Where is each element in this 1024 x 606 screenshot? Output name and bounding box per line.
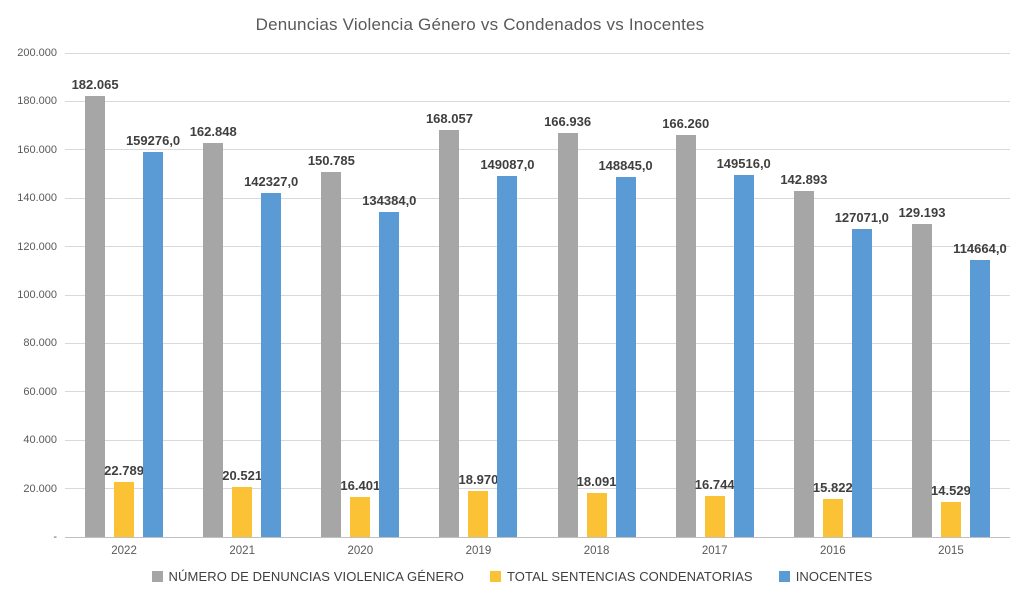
gridline	[65, 246, 1010, 248]
x-axis-label: 2022	[111, 545, 137, 557]
data-label-denuncias: 129.193	[898, 205, 946, 221]
data-label-condenatorias: 15.822	[812, 479, 853, 495]
bar-inocentes	[733, 175, 754, 537]
y-axis-tick-label: 60.000	[23, 385, 57, 398]
data-label-denuncias: 166.260	[662, 115, 710, 131]
data-label-inocentes: 134384,0	[362, 192, 417, 208]
y-axis-tick-label: 20.000	[23, 482, 57, 495]
y-axis-tick-label: 180.000	[17, 95, 57, 108]
gridline	[65, 488, 1010, 490]
gridline	[65, 342, 1010, 344]
chart-title: Denuncias Violencia Género vs Condenados…	[255, 15, 705, 34]
gridline	[65, 52, 1010, 54]
plot-area: 182.065 22.789 159276,0 162.848 20.521 142327…	[65, 52, 1010, 538]
bar-inocentes	[379, 211, 400, 537]
legend-label-condenatorias: TOTAL SENTENCIAS CONDENATORIAS	[506, 569, 753, 584]
bar-condenatorias	[350, 497, 371, 537]
data-label-inocentes: 148845,0	[598, 157, 653, 173]
legend-item-condenatorias: TOTAL SENTENCIAS CONDENATORIAS	[489, 569, 753, 584]
bar-denuncias	[439, 130, 460, 537]
data-label-denuncias: 150.785	[307, 153, 355, 169]
data-label-inocentes: 149087,0	[480, 157, 535, 173]
gridline	[65, 294, 1010, 296]
data-label-inocentes: 127071,0	[834, 210, 889, 226]
data-label-inocentes: 114664,0	[953, 240, 1007, 256]
y-axis-tick-label: 160.000	[17, 143, 57, 156]
data-label-inocentes: 149516,0	[716, 156, 771, 172]
bar-condenatorias	[704, 496, 725, 537]
legend-label-denuncias: NÚMERO DE DENUNCIAS VIOLENICA GÉNERO	[168, 569, 464, 584]
legend-label-inocentes: INOCENTES	[795, 569, 873, 584]
y-axis-tick-label: 200.000	[17, 47, 57, 59]
gridline	[65, 439, 1010, 441]
gridline	[65, 149, 1010, 151]
y-axis-tick-label: -	[53, 531, 57, 543]
bar-denuncias	[793, 191, 814, 537]
x-axis-label: 2017	[701, 545, 728, 557]
data-label-denuncias: 182.065	[71, 77, 119, 93]
data-label-condenatorias: 16.744	[694, 477, 735, 493]
y-axis-tick-label: 140.000	[17, 192, 57, 205]
bar-denuncias	[557, 133, 578, 537]
legend: NÚMERO DE DENUNCIAS VIOLENICA GÉNERO TOT…	[0, 569, 1024, 584]
bar-condenatorias	[468, 491, 489, 537]
x-axis-label: 2018	[583, 545, 610, 557]
bar-condenatorias	[940, 501, 961, 537]
data-label-condenatorias: 16.401	[340, 478, 381, 494]
legend-swatch-condenatorias	[489, 571, 501, 582]
x-axis-label: 2021	[229, 545, 255, 557]
data-label-inocentes: 159276,0	[125, 132, 181, 148]
data-label-condenatorias: 18.091	[576, 474, 617, 490]
data-label-condenatorias: 20.521	[222, 468, 263, 484]
data-label-condenatorias: 18.970	[458, 472, 499, 488]
bar-inocentes	[143, 151, 164, 537]
data-label-denuncias: 142.893	[780, 172, 828, 188]
gridline	[65, 197, 1010, 199]
data-label-denuncias: 166.936	[544, 114, 592, 129]
data-label-inocentes: 142327,0	[244, 173, 299, 189]
bar-inocentes	[497, 176, 518, 537]
data-label-condenatorias: 14.529	[931, 482, 971, 498]
x-axis-label: 2015	[938, 545, 964, 557]
y-axis-tick-label: 100.000	[17, 289, 57, 301]
legend-swatch-denuncias	[151, 571, 163, 582]
gridline	[65, 100, 1010, 102]
y-axis-tick-label: 80.000	[23, 337, 57, 350]
bar-condenatorias	[114, 481, 135, 537]
legend-item-inocentes: INOCENTES	[778, 569, 873, 584]
bar-inocentes	[969, 259, 990, 537]
bar-inocentes	[851, 229, 872, 537]
gridline	[65, 391, 1010, 393]
bar-denuncias	[85, 96, 106, 537]
bar-denuncias	[675, 134, 696, 537]
bar-denuncias	[203, 142, 224, 537]
bar-denuncias	[911, 224, 932, 537]
x-axis-label: 2016	[820, 545, 846, 557]
x-axis-label: 2019	[465, 545, 492, 557]
legend-swatch-inocentes	[778, 571, 790, 582]
bar-denuncias	[321, 172, 342, 537]
bar-condenatorias	[822, 498, 843, 537]
y-axis-tick-label: 40.000	[23, 434, 57, 447]
bar-condenatorias	[232, 487, 253, 537]
data-label-condenatorias: 22.789	[104, 462, 144, 478]
legend-item-denuncias: NÚMERO DE DENUNCIAS VIOLENICA GÉNERO	[151, 569, 464, 584]
bar-inocentes	[615, 176, 636, 537]
y-axis-tick-label: 120.000	[17, 240, 57, 253]
data-label-denuncias: 162.848	[189, 123, 237, 139]
data-label-denuncias: 168.057	[425, 111, 473, 127]
x-axis-label: 2020	[347, 545, 374, 557]
x-axis-line	[65, 536, 1010, 538]
bar-condenatorias	[586, 493, 607, 537]
bar-inocentes	[261, 192, 282, 537]
